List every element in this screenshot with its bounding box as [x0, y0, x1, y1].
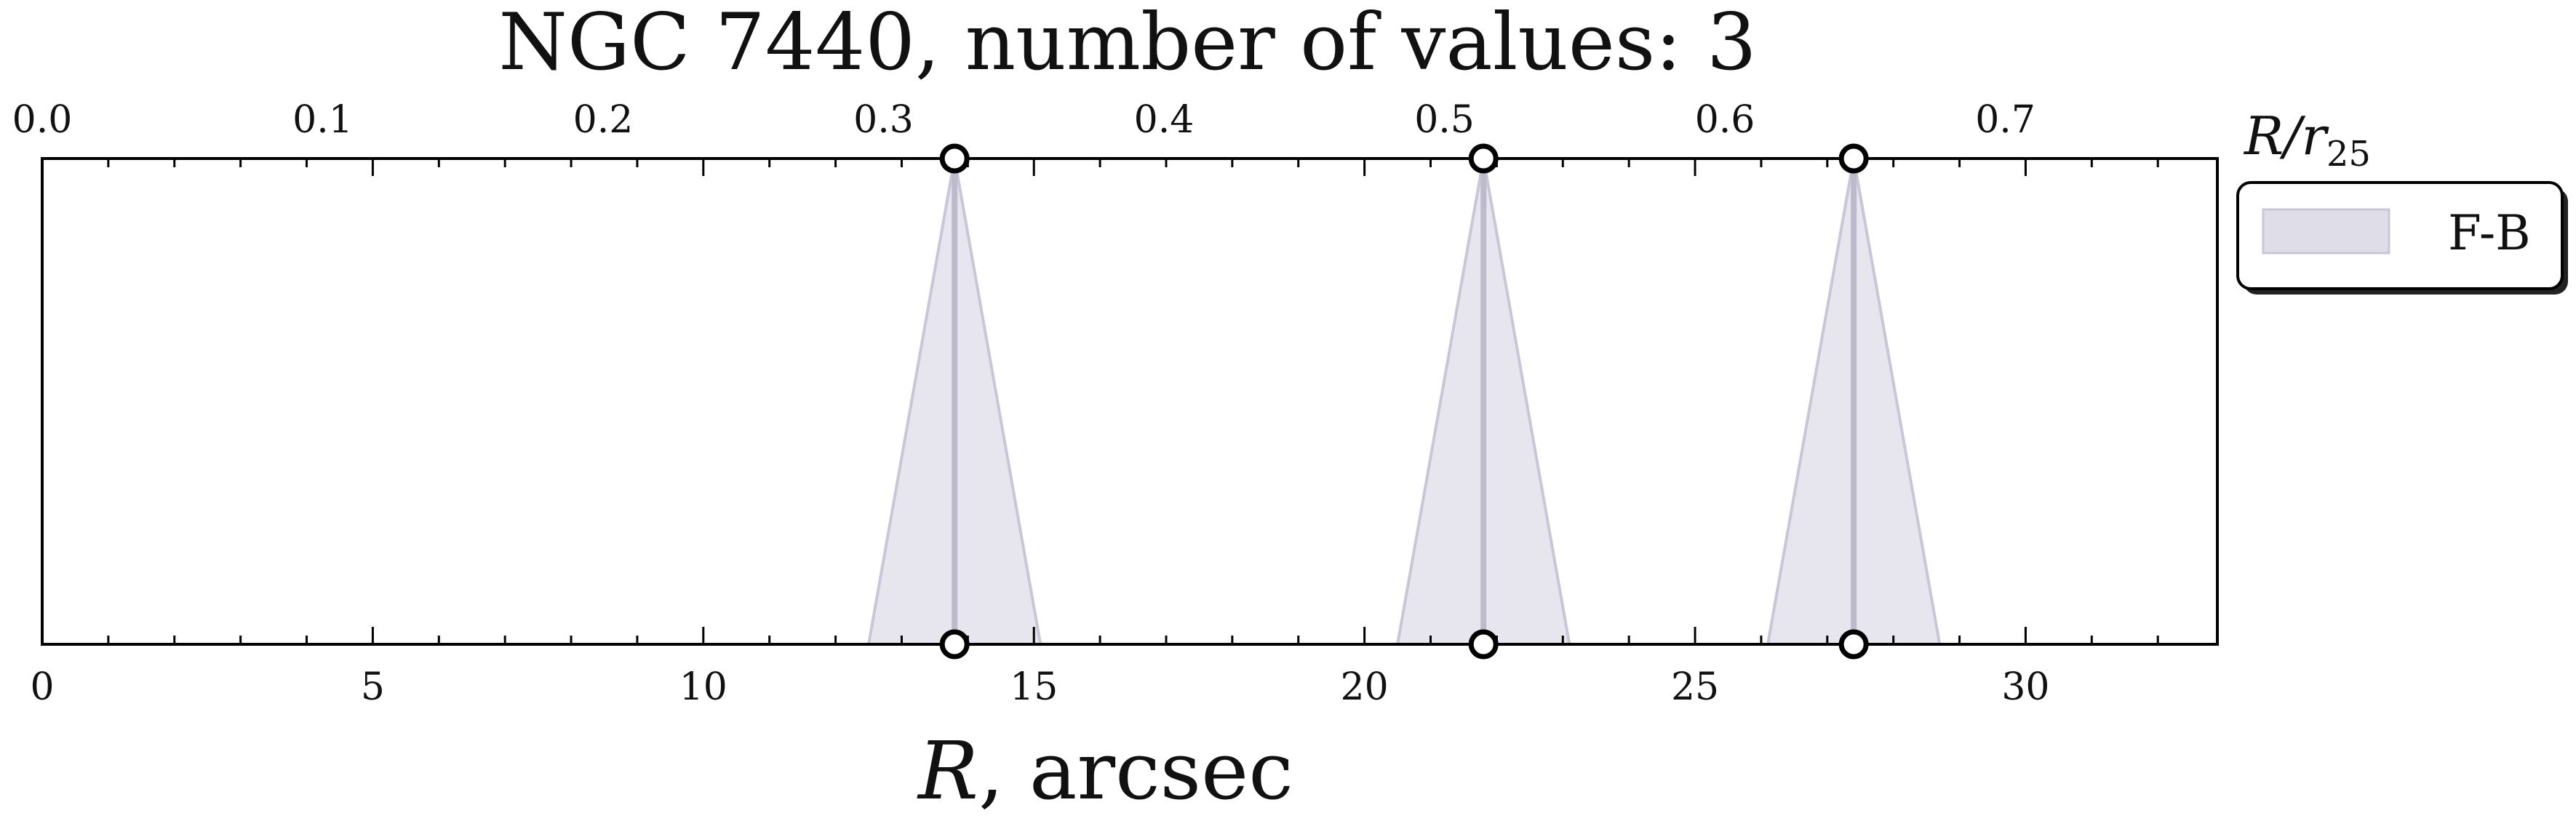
x-tick-label: 30 — [2001, 665, 2049, 709]
top-x-tick-label: 0.5 — [1414, 98, 1475, 142]
top-axis-label: R/r25 — [2243, 105, 2371, 175]
marker-bottom — [1468, 629, 1499, 660]
marker-bottom — [1838, 629, 1869, 660]
top-x-tick-label: 0.3 — [853, 98, 914, 142]
legend-swatch — [2262, 208, 2390, 255]
x-tick-label: 10 — [679, 665, 727, 709]
x-tick-label: 25 — [1671, 665, 1719, 709]
marker-top — [1838, 143, 1869, 174]
top-x-tick-label: 0.7 — [1975, 98, 2035, 142]
top-axis-label-main: R/r — [2243, 105, 2329, 167]
legend-entry-label: F-B — [2448, 205, 2531, 261]
top-x-tick-label: 0.4 — [1134, 98, 1195, 142]
marker-top — [1468, 143, 1499, 174]
legend: F-B — [2236, 181, 2568, 295]
marker-bottom — [939, 629, 970, 660]
top-x-tick-label: 0.2 — [573, 98, 634, 142]
series-f-b — [866, 158, 1942, 646]
top-x-tick-label: 0.0 — [12, 98, 73, 142]
x-tick-label: 0 — [30, 665, 54, 709]
x-tick-label: 20 — [1341, 665, 1389, 709]
top-x-tick-label: 0.6 — [1695, 98, 1755, 142]
x-axis-label-symbol: R — [917, 724, 978, 817]
x-tick-label: 15 — [1010, 665, 1058, 709]
x-axis-bottom: 0 5 10 15 20 25 30 — [30, 159, 2159, 709]
top-x-tick-label: 0.1 — [292, 98, 353, 142]
x-tick-label: 5 — [361, 665, 385, 709]
marker-top — [939, 143, 970, 174]
x-axis-top: 0.0 0.1 0.2 0.3 0.4 0.5 0.6 0.7 — [12, 98, 2035, 142]
plot-frame — [41, 157, 2219, 646]
x-axis-label: R, arcsec — [917, 724, 1293, 817]
chart-title: NGC 7440, number of values: 3 — [498, 0, 1756, 88]
top-axis-label-subscript: 25 — [2326, 134, 2371, 175]
x-axis-label-unit: , arcsec — [978, 724, 1293, 817]
